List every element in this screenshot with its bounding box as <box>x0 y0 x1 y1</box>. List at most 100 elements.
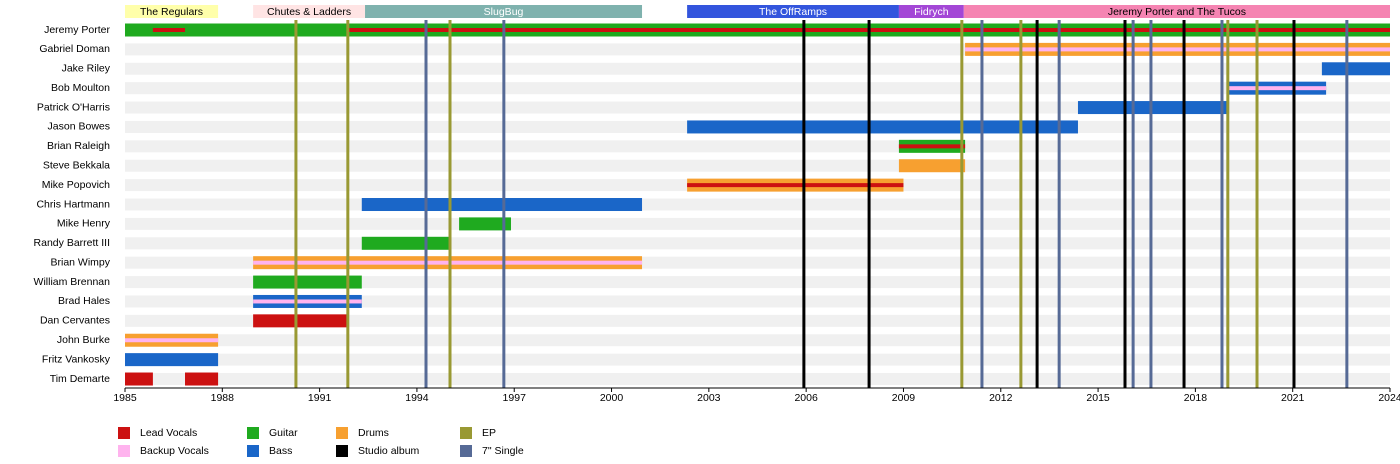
member-bar <box>898 159 966 173</box>
legend-swatch <box>460 445 472 457</box>
band-periods: The Regulars Chutes & Ladders SlugBug The O… <box>125 5 1390 18</box>
x-tick-label: 2015 <box>1086 392 1110 404</box>
legend-swatch <box>460 427 472 439</box>
member-name: Jeremy Porter <box>44 24 110 36</box>
row-background <box>125 295 1390 308</box>
legend-swatch <box>118 445 130 457</box>
member-bar <box>253 314 348 328</box>
member-bar <box>1321 62 1390 76</box>
row-background <box>125 82 1390 95</box>
member-bar <box>125 372 153 386</box>
x-tick-label: 2006 <box>794 392 818 404</box>
x-tick-label: 2018 <box>1184 392 1208 404</box>
member-bar <box>152 28 186 32</box>
member-name: Brian Raleigh <box>47 140 110 152</box>
legend-label: EP <box>482 427 496 439</box>
row-background <box>125 276 1390 289</box>
period-box <box>365 5 643 18</box>
x-tick-label: 1994 <box>405 392 429 404</box>
member-name: Bob Moulton <box>51 82 110 94</box>
member-bar <box>253 260 643 265</box>
member-name: Jason Bowes <box>48 121 110 133</box>
x-axis: 1985 1988 1991 1994 1997 2000 2003 2006 2009 2012… <box>113 387 1400 404</box>
row-background <box>125 334 1390 347</box>
member-name: Fritz Vankosky <box>42 353 111 365</box>
period-box <box>898 5 964 18</box>
period-label: The OffRamps <box>759 6 827 18</box>
row-backgrounds: Jeremy Porter Gabriel Doman Jake Riley Bob … <box>34 24 1390 386</box>
legend-label: Drums <box>358 427 389 439</box>
x-tick-label: 1988 <box>211 392 235 404</box>
period-label: Chutes & Ladders <box>267 6 351 18</box>
row-background <box>125 353 1390 366</box>
member-bar <box>965 47 1390 52</box>
member-name: Gabriel Doman <box>39 43 110 55</box>
member-name: Steve Bekkala <box>43 160 110 172</box>
period-box <box>253 5 366 18</box>
period-label: The Regulars <box>140 6 203 18</box>
x-tick-label: 2024 <box>1378 392 1400 404</box>
member-bar <box>1077 101 1228 115</box>
legend-swatch <box>247 427 259 439</box>
member-bar <box>185 372 219 386</box>
x-tick-label: 1985 <box>113 392 137 404</box>
member-name: Mike Popovich <box>42 179 110 191</box>
legend-swatch <box>336 445 348 457</box>
member-name: Brad Hales <box>58 295 110 307</box>
period-label: Fidrych <box>914 6 949 18</box>
member-bar <box>459 217 511 231</box>
member-bar <box>253 299 362 304</box>
row-background <box>125 101 1390 114</box>
legend-label: Lead Vocals <box>140 427 197 439</box>
period-box <box>963 5 1390 18</box>
row-background <box>125 217 1390 230</box>
period-box <box>687 5 899 18</box>
period-label: Jeremy Porter and The Tucos <box>1108 6 1246 18</box>
legend-label: 7" Single <box>482 445 524 457</box>
member-name: Tim Demarte <box>50 373 110 385</box>
member-bar <box>361 236 451 250</box>
legend-swatch <box>336 427 348 439</box>
x-tick-label: 2021 <box>1281 392 1305 404</box>
row-background <box>125 373 1390 386</box>
x-tick-label: 2003 <box>697 392 721 404</box>
member-name: John Burke <box>57 334 110 346</box>
row-background <box>125 314 1390 327</box>
legend-label: Studio album <box>358 445 420 457</box>
row-background <box>125 62 1390 75</box>
member-bar <box>125 353 219 367</box>
member-bar <box>361 198 643 212</box>
member-name: Chris Hartmann <box>36 198 110 210</box>
legend-label: Guitar <box>269 427 298 439</box>
x-tick-label: 2009 <box>892 392 916 404</box>
legend-swatch <box>118 427 130 439</box>
period-box <box>125 5 219 18</box>
x-tick-label: 2012 <box>989 392 1013 404</box>
member-name: Dan Cervantes <box>40 315 110 327</box>
member-name: Jake Riley <box>62 63 111 75</box>
row-background <box>125 198 1390 211</box>
member-name: Randy Barrett III <box>34 237 110 249</box>
member-bar <box>253 275 362 289</box>
member-bar <box>687 183 904 188</box>
legend-label: Bass <box>269 445 292 457</box>
legend-label: Backup Vocals <box>140 445 209 457</box>
row-background <box>125 159 1390 172</box>
x-tick-label: 1991 <box>308 392 332 404</box>
member-bar <box>898 144 966 149</box>
x-tick-label: 2000 <box>600 392 624 404</box>
period-label: SlugBug <box>484 6 524 18</box>
member-name: William Brennan <box>34 276 111 288</box>
release-lines <box>294 20 1349 388</box>
row-background <box>125 140 1390 153</box>
legend: Lead Vocals Backup Vocals Guitar Bass Drums S… <box>118 427 524 457</box>
member-bar <box>125 338 219 343</box>
member-name: Mike Henry <box>57 218 111 230</box>
x-tick-label: 1997 <box>503 392 527 404</box>
row-background <box>125 237 1390 250</box>
member-name: Patrick O'Harris <box>37 101 110 113</box>
legend-swatch <box>247 445 259 457</box>
member-bar <box>1227 86 1327 91</box>
member-bar <box>687 120 1078 134</box>
